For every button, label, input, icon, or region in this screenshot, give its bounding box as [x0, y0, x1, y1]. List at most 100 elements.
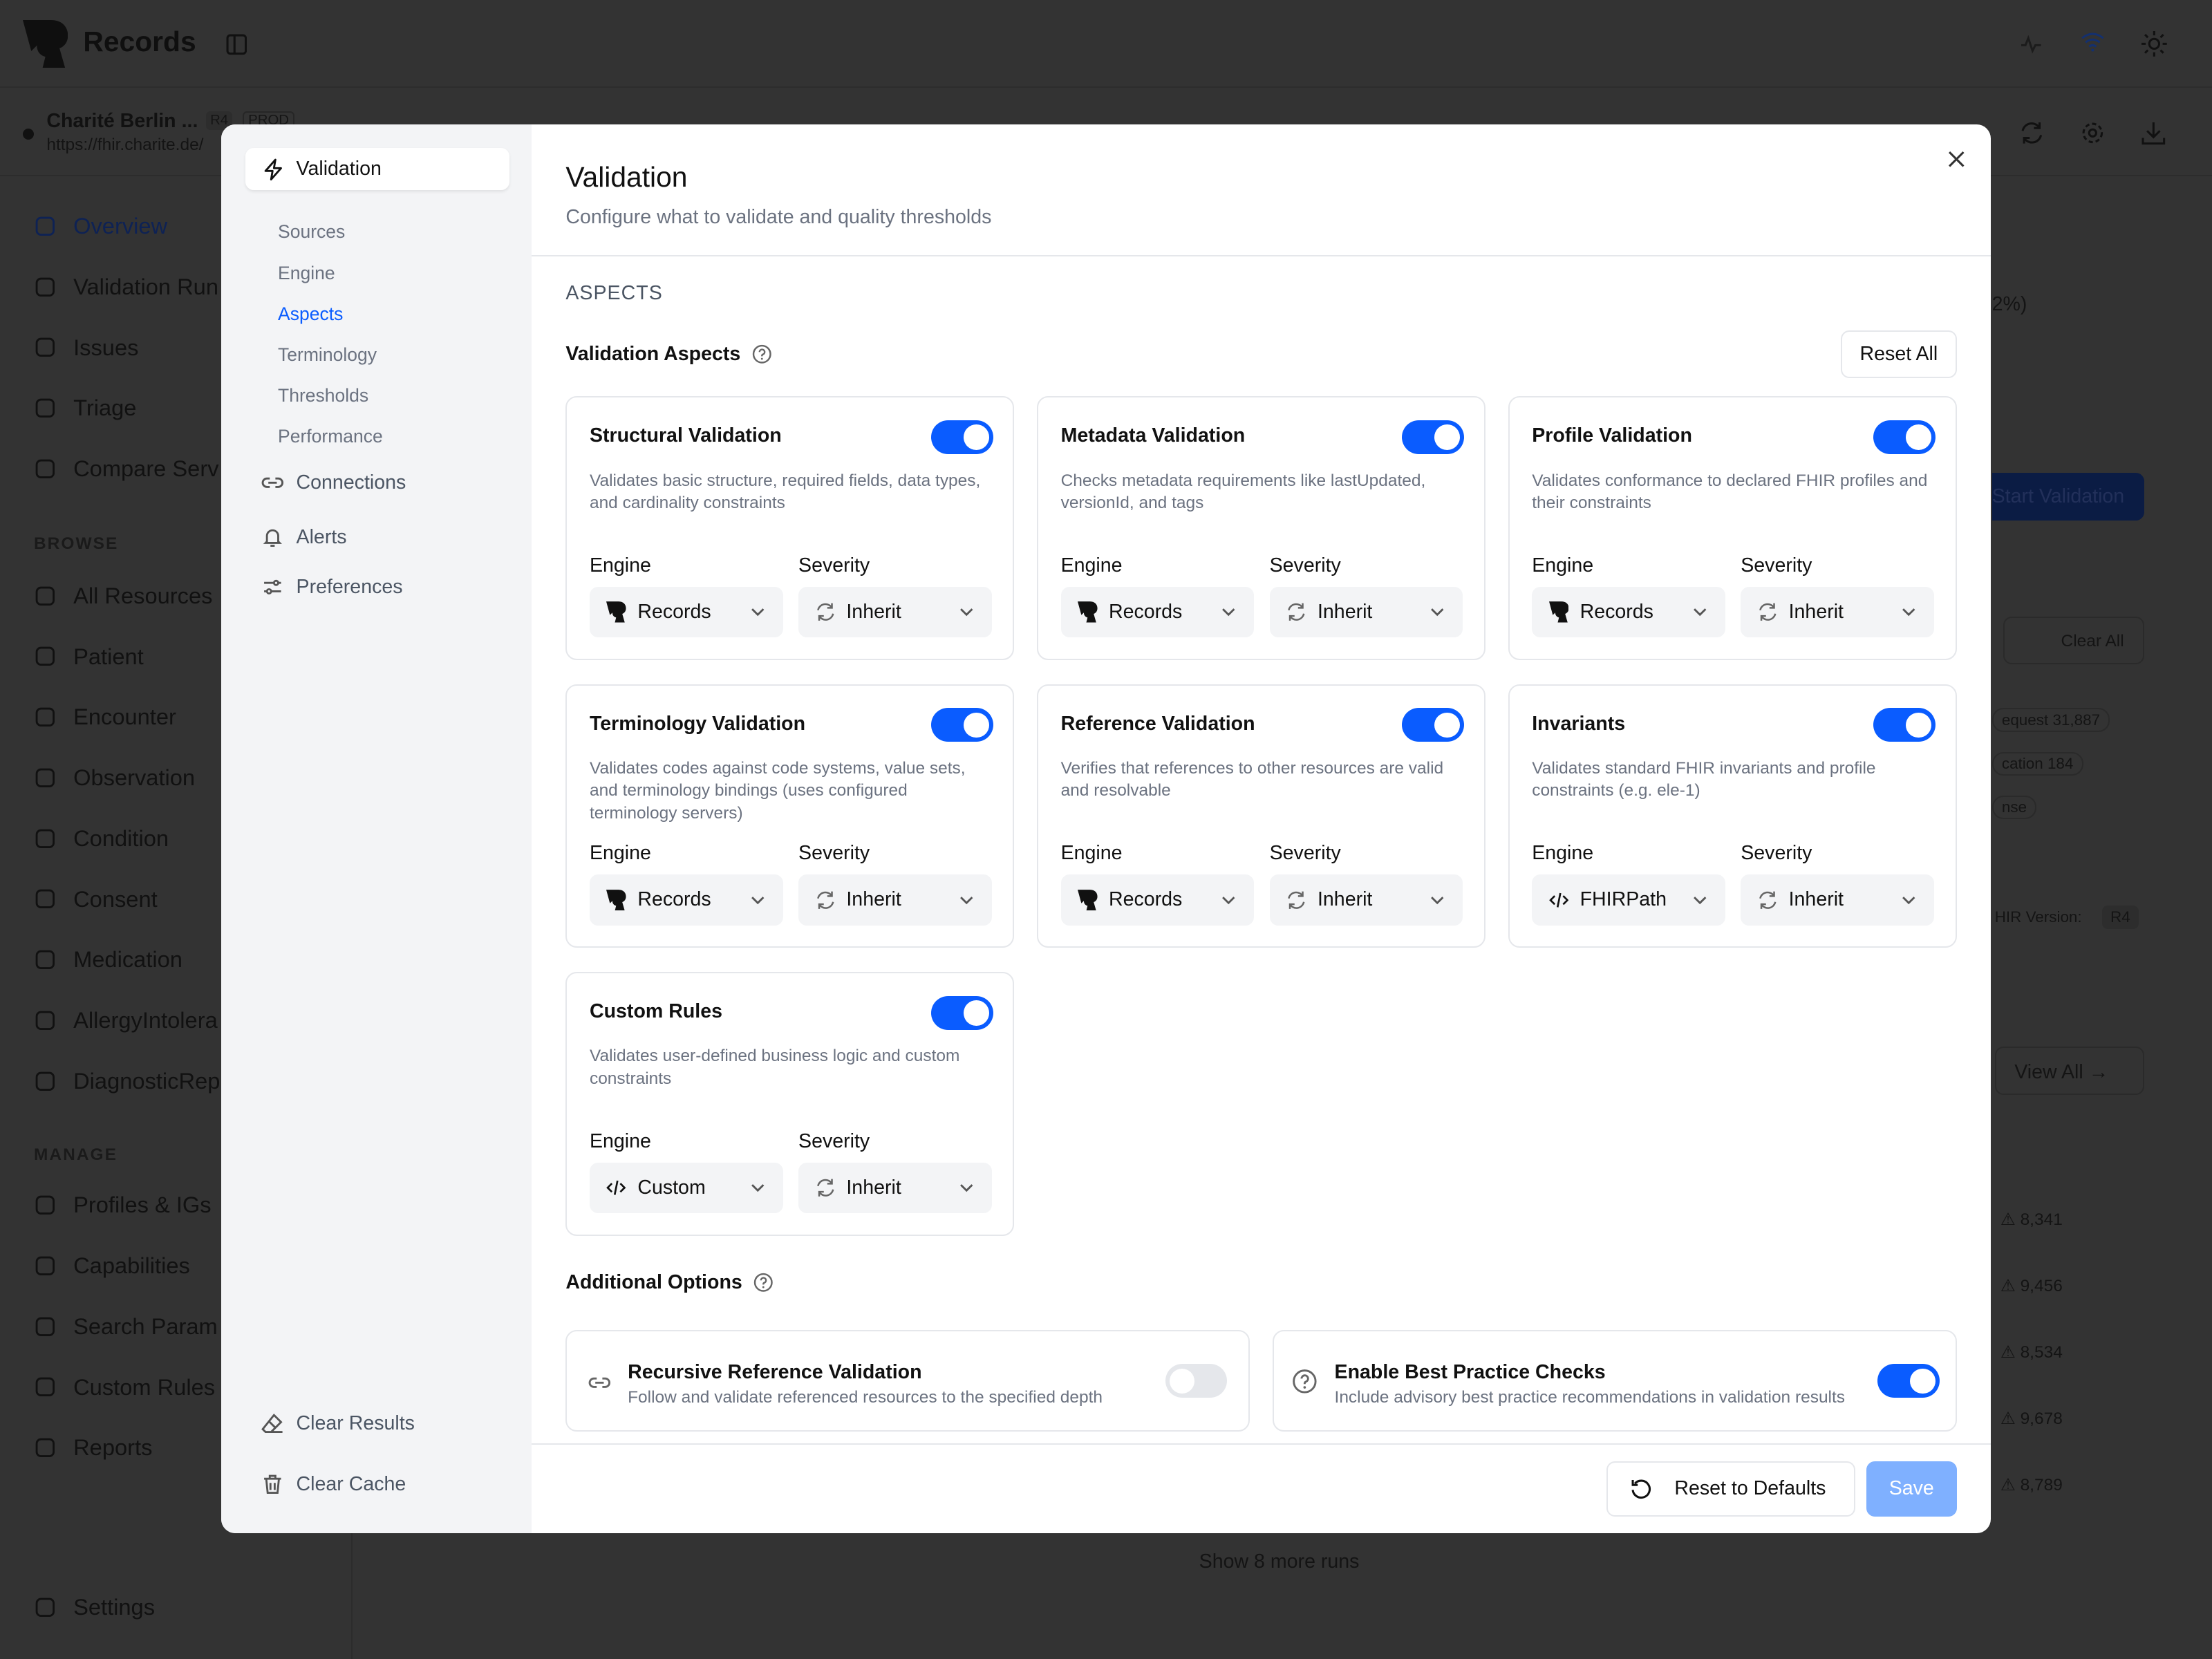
recursive-reference-toggle[interactable] [1165, 1364, 1228, 1398]
severity-value: Inherit [846, 1176, 901, 1199]
warning-count: ⚠ 8,534 [2000, 1342, 2063, 1362]
sidebar-item[interactable]: Custom Rules [34, 1374, 215, 1400]
sidebar-item[interactable]: AllergyIntolera [34, 1007, 218, 1033]
sidebar-settings[interactable]: Settings [34, 1594, 155, 1620]
nav-connections-label: Connections [296, 471, 406, 494]
records-logo-icon [1548, 601, 1569, 623]
sidebar-item[interactable]: Medication [34, 946, 182, 973]
resource-chip[interactable]: equest 31,887 [1991, 708, 2110, 732]
gear-icon [35, 1597, 55, 1617]
engine-select[interactable]: FHIRPath [1532, 874, 1725, 926]
sidebar-item-label: All Resources [73, 582, 213, 608]
sidebar-item[interactable]: Patient [34, 644, 144, 670]
aspect-description: Validates standard FHIR invariants and p… [1532, 758, 1876, 800]
sidebar-item[interactable]: DiagnosticRep [34, 1068, 220, 1094]
sidebar-item[interactable]: Capabilities [34, 1253, 190, 1279]
severity-select[interactable]: Inherit [1269, 874, 1463, 926]
sidebar-item[interactable]: Observation [34, 765, 195, 791]
nav-preferences[interactable]: Preferences [261, 576, 403, 599]
resource-icon [35, 889, 55, 909]
resource-chip[interactable]: nse [1991, 796, 2037, 820]
sidebar-item-label: Settings [73, 1594, 156, 1620]
engine-select[interactable]: Records [1532, 586, 1725, 638]
sidebar-item-label: Reports [73, 1434, 153, 1461]
refresh-icon[interactable] [2020, 121, 2044, 145]
aspect-toggle[interactable] [930, 420, 993, 455]
engine-select[interactable]: Custom [589, 1162, 783, 1213]
nav-sub-item[interactable]: Aspects [278, 303, 344, 324]
resource-icon [35, 768, 55, 787]
warning-value: 9,678 [2020, 1409, 2063, 1428]
aspect-toggle[interactable] [1873, 420, 1936, 455]
sidebar-item[interactable]: Encounter [34, 704, 176, 730]
wifi-icon[interactable] [2081, 32, 2105, 53]
activity-icon[interactable] [2020, 32, 2043, 55]
help-circle-icon[interactable] [753, 1273, 774, 1293]
sidebar-item-label: Validation Run [73, 273, 218, 299]
severity-label: Severity [1269, 554, 1341, 577]
aspect-toggle[interactable] [930, 995, 993, 1030]
percent-fragment: 2%) [1991, 293, 2027, 316]
engine-label: Engine [589, 554, 651, 577]
help-circle-icon[interactable] [752, 344, 772, 364]
engine-select[interactable]: Records [1060, 586, 1255, 638]
start-validation-button[interactable]: Start Validation [1991, 472, 2145, 521]
clear-cache-button[interactable]: Clear Cache [261, 1473, 406, 1496]
aspect-title: Profile Validation [1532, 424, 1692, 447]
clear-results-button[interactable]: Clear Results [261, 1412, 415, 1435]
reset-defaults-button[interactable]: Reset to Defaults [1606, 1461, 1855, 1517]
nav-sub-item[interactable]: Terminology [278, 344, 377, 365]
chevron-down-icon [959, 896, 973, 905]
engine-select[interactable]: Records [589, 874, 783, 926]
engine-select[interactable]: Records [1060, 874, 1255, 926]
severity-select[interactable]: Inherit [798, 1162, 992, 1213]
sidebar-item[interactable]: Overview [34, 213, 167, 239]
show-more-runs[interactable]: Show 8 more runs [1199, 1550, 1360, 1573]
nav-sub-item[interactable]: Performance [278, 426, 383, 447]
nav-sub-item[interactable]: Sources [278, 221, 346, 243]
sidebar-item[interactable]: Consent [34, 886, 158, 912]
sidebar-item[interactable]: Issues [34, 335, 138, 361]
gear-icon[interactable] [2081, 121, 2105, 145]
severity-select[interactable]: Inherit [798, 874, 992, 926]
save-button[interactable]: Save [1866, 1461, 1957, 1517]
nav-alerts[interactable]: Alerts [261, 526, 347, 549]
sidebar-toggle-icon[interactable] [226, 34, 247, 55]
severity-select[interactable]: Inherit [1269, 586, 1463, 638]
sidebar-item[interactable]: All Resources [34, 583, 212, 609]
warning-value: 8,534 [2020, 1342, 2063, 1362]
reset-all-button[interactable]: Reset All [1841, 330, 1957, 378]
nav-connections[interactable]: Connections [261, 471, 406, 494]
aspect-toggle[interactable] [1402, 420, 1465, 455]
sidebar-item[interactable]: Search Param [34, 1313, 218, 1340]
sidebar-item[interactable]: Compare Serv [34, 456, 219, 482]
view-all-button[interactable]: View All → [1994, 1047, 2144, 1095]
server-name[interactable]: Charité Berlin ... [46, 110, 198, 133]
link-icon [261, 477, 283, 488]
engine-select[interactable]: Records [589, 586, 783, 638]
severity-select[interactable]: Inherit [1741, 586, 1934, 638]
sidebar-item[interactable]: Condition [34, 825, 169, 852]
aspect-toggle[interactable] [930, 708, 993, 742]
close-icon[interactable] [1947, 149, 1967, 169]
clear-all-button[interactable]: Clear All [2003, 616, 2144, 665]
sidebar-item[interactable]: Validation Run [34, 274, 218, 300]
sidebar-item[interactable]: Triage [34, 395, 136, 421]
severity-select[interactable]: Inherit [798, 586, 992, 638]
refresh-icon [1759, 891, 1777, 909]
aspect-toggle[interactable] [1402, 708, 1465, 742]
nav-sub-item[interactable]: Thresholds [278, 385, 369, 406]
nav-validation[interactable]: Validation [245, 148, 509, 191]
option-best-practice: Enable Best Practice Checks Include advi… [1272, 1330, 1957, 1432]
severity-select[interactable]: Inherit [1741, 874, 1934, 926]
aspect-toggle[interactable] [1873, 708, 1936, 742]
aspect-title: Terminology Validation [589, 712, 806, 735]
resource-chip[interactable]: cation 184 [1991, 751, 2083, 776]
manage-header: MANAGE [33, 1145, 118, 1165]
sidebar-item[interactable]: Profiles & IGs [34, 1192, 212, 1218]
sidebar-item[interactable]: Reports [34, 1434, 152, 1461]
nav-sub-item[interactable]: Engine [278, 262, 335, 283]
download-icon[interactable] [2141, 121, 2166, 145]
sun-icon[interactable] [2141, 30, 2167, 57]
best-practice-toggle[interactable] [1877, 1364, 1940, 1398]
